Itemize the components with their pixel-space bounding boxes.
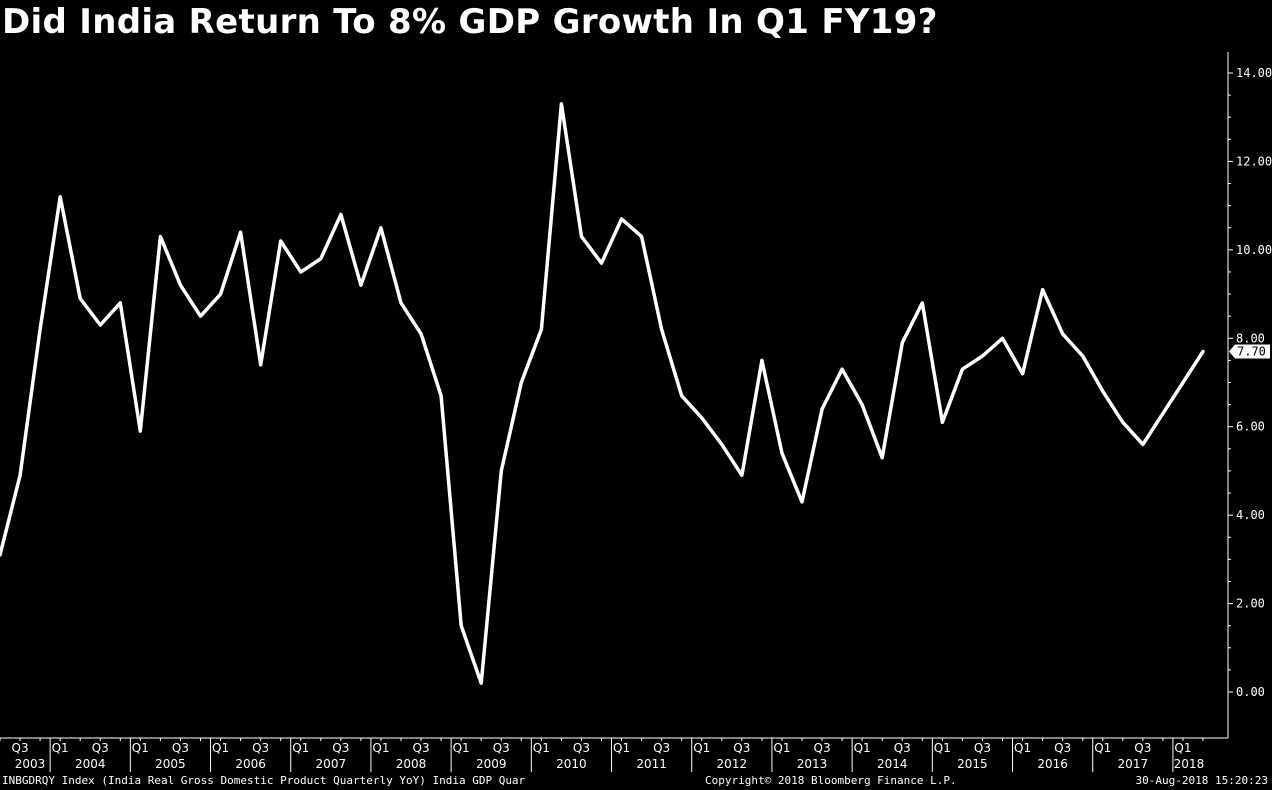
y-tick-label: 2.00 bbox=[1236, 597, 1265, 611]
x-quarter-label: Q1 bbox=[693, 741, 710, 755]
x-quarter-label: Q1 bbox=[212, 741, 229, 755]
x-quarter-label: Q3 bbox=[12, 741, 29, 755]
x-quarter-label: Q1 bbox=[854, 741, 871, 755]
x-quarter-label: Q1 bbox=[453, 741, 470, 755]
y-tick-label: 12.00 bbox=[1236, 154, 1272, 168]
x-year-label: 2011 bbox=[636, 757, 667, 771]
x-year-label: 2007 bbox=[316, 757, 347, 771]
x-year-label: 2010 bbox=[556, 757, 587, 771]
x-year-label: 2016 bbox=[1037, 757, 1068, 771]
x-year-label: 2018 bbox=[1174, 757, 1205, 771]
footer-copyright: Copyright© 2018 Bloomberg Finance L.P. bbox=[705, 774, 957, 787]
x-year-label: 2012 bbox=[717, 757, 748, 771]
x-quarter-label: Q3 bbox=[413, 741, 430, 755]
x-year-label: 2008 bbox=[396, 757, 427, 771]
x-year-label: 2015 bbox=[957, 757, 988, 771]
y-axis: 0.00 2.00 4.00 6.00 8.00 10.00 12.00 14.00 bbox=[1227, 52, 1272, 738]
x-quarter-label: Q3 bbox=[653, 741, 670, 755]
x-quarter-label: Q3 bbox=[894, 741, 911, 755]
x-year-label: 2017 bbox=[1118, 757, 1149, 771]
x-quarter-label: Q3 bbox=[573, 741, 590, 755]
chart-title: Did India Return To 8% GDP Growth In Q1 … bbox=[2, 2, 938, 42]
x-quarter-label: Q1 bbox=[372, 741, 389, 755]
last-value-badge bbox=[1229, 344, 1270, 359]
x-quarter-label: Q1 bbox=[533, 741, 550, 755]
x-year-label: 2003 bbox=[15, 757, 46, 771]
x-quarter-label: Q3 bbox=[733, 741, 750, 755]
x-quarter-label: Q3 bbox=[814, 741, 831, 755]
x-year-label: 2005 bbox=[155, 757, 186, 771]
x-quarter-label: Q3 bbox=[252, 741, 269, 755]
x-year-label: 2009 bbox=[476, 757, 507, 771]
x-quarter-label: Q1 bbox=[292, 741, 309, 755]
y-tick-label: 10.00 bbox=[1236, 243, 1272, 257]
last-value-label: 7.70 bbox=[1229, 344, 1270, 359]
x-year-label: 2006 bbox=[235, 757, 266, 771]
x-quarter-label: Q3 bbox=[172, 741, 189, 755]
footer-timestamp: 30-Aug-2018 15:20:23 bbox=[1135, 774, 1268, 787]
series-line bbox=[0, 102, 1205, 685]
y-tick-label: 6.00 bbox=[1236, 420, 1265, 434]
y-tick-label: 14.00 bbox=[1236, 66, 1272, 80]
x-quarter-label: Q1 bbox=[52, 741, 69, 755]
footer-series-description: INBGDRQY Index (India Real Gross Domesti… bbox=[2, 774, 526, 787]
x-year-label: 2004 bbox=[75, 757, 106, 771]
x-quarter-label: Q1 bbox=[1094, 741, 1111, 755]
x-quarter-label: Q3 bbox=[332, 741, 349, 755]
x-quarter-label: Q3 bbox=[1134, 741, 1151, 755]
x-quarter-label: Q1 bbox=[1174, 741, 1191, 755]
x-year-label: 2014 bbox=[877, 757, 908, 771]
x-quarter-label: Q1 bbox=[773, 741, 790, 755]
x-quarter-label: Q3 bbox=[493, 741, 510, 755]
x-quarter-label: Q3 bbox=[92, 741, 109, 755]
x-quarter-label: Q3 bbox=[974, 741, 991, 755]
x-year-label: 2013 bbox=[797, 757, 828, 771]
last-value-text: 7.70 bbox=[1237, 345, 1266, 359]
x-quarter-label: Q1 bbox=[132, 741, 149, 755]
x-quarter-label: Q3 bbox=[1054, 741, 1071, 755]
y-tick-label: 8.00 bbox=[1236, 331, 1265, 345]
gdp-series bbox=[0, 102, 1205, 685]
x-axis: Q3 Q1 Q3 Q1 Q3 Q1 Q3 Q1 Q3 Q1 Q3 Q1 Q3 Q1 Q3 Q1 Q3 Q1 Q3 Q1… bbox=[0, 737, 1228, 772]
y-tick-label: 0.00 bbox=[1236, 685, 1265, 699]
x-quarter-label: Q1 bbox=[1014, 741, 1031, 755]
x-quarter-label: Q1 bbox=[613, 741, 630, 755]
y-tick-label: 4.00 bbox=[1236, 508, 1265, 522]
x-quarter-label: Q1 bbox=[934, 741, 951, 755]
